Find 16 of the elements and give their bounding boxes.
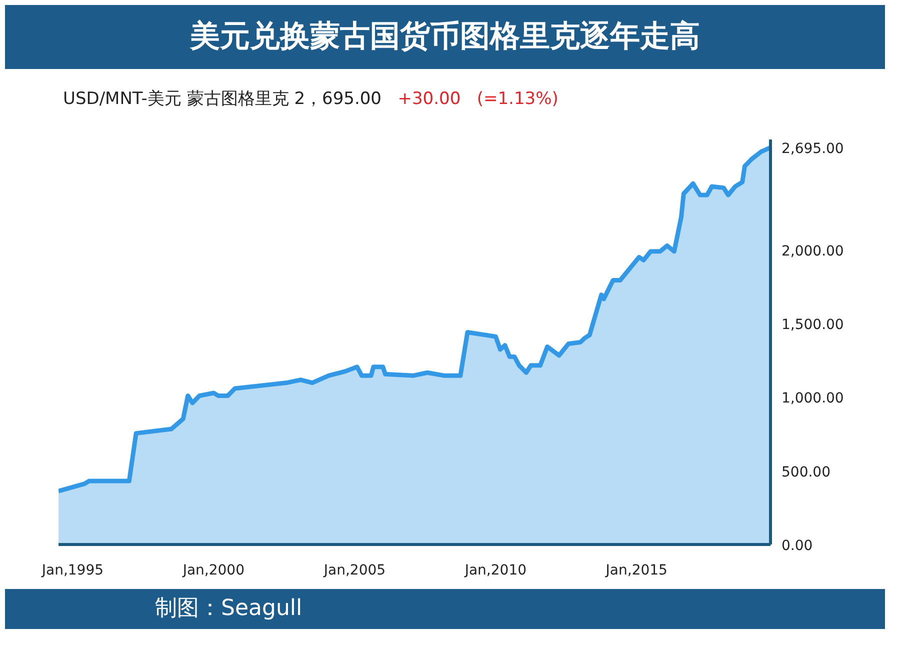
chart-title: 美元兑换蒙古国货币图格里克逐年走高 (190, 18, 700, 56)
y-tick-label: 2,695.00 (782, 141, 844, 158)
x-tick-label: Jan,2010 (464, 562, 527, 578)
text: +30.00 (398, 89, 461, 109)
x-tick-label: Jan,2000 (182, 562, 245, 578)
text: 制图：Seagull (155, 595, 302, 623)
y-tick-label: 2,000.00 (782, 243, 844, 260)
y-tick-label: 500.00 (782, 464, 830, 480)
text: (=1.13%) (476, 89, 558, 109)
y-tick-label: 1,000.00 (782, 390, 844, 407)
chart-subtitle: USD/MNT-美元 蒙古图格里克 2，695.00 (63, 89, 382, 109)
y-tick-label: 0.00 (782, 538, 813, 554)
y-tick-label: 1,500.00 (782, 317, 844, 334)
x-tick-label: Jan,1995 (40, 562, 104, 578)
x-tick-label: Jan,2015 (604, 562, 668, 578)
x-tick-label: Jan,2005 (322, 562, 386, 578)
